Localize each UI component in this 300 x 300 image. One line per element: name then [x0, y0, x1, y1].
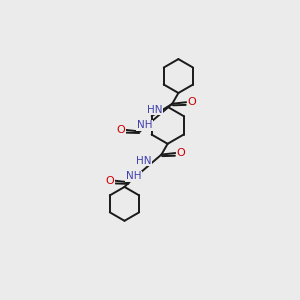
Text: O: O [187, 97, 196, 107]
Text: O: O [106, 176, 114, 186]
Text: NH: NH [137, 120, 152, 130]
Text: NH: NH [126, 171, 142, 181]
Text: O: O [176, 148, 185, 158]
Text: HN: HN [147, 105, 162, 115]
Text: HN: HN [136, 156, 152, 166]
Text: O: O [116, 125, 125, 135]
